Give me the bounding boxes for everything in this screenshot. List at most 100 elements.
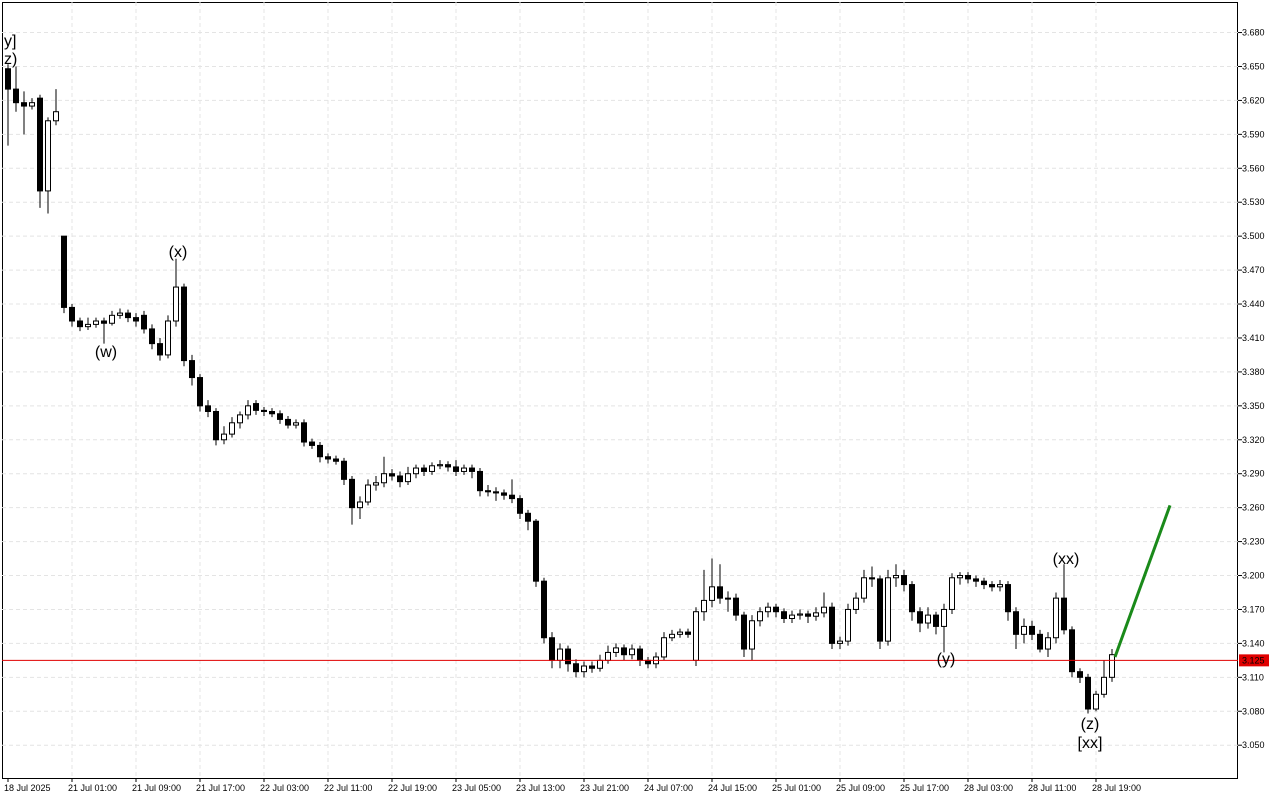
x-tick-label: 24 Jul 15:00 xyxy=(708,783,757,793)
y-tick-label: 3.110 xyxy=(1242,672,1264,682)
candle-body xyxy=(117,312,123,316)
candle-body xyxy=(1093,693,1099,710)
candle-body xyxy=(269,410,275,415)
x-tick-label: 23 Jul 13:00 xyxy=(516,783,565,793)
y-tick-label: 3.470 xyxy=(1242,265,1265,275)
y-tick-label: 3.440 xyxy=(1242,299,1265,309)
candle-body xyxy=(1005,584,1011,613)
x-tick-label: 25 Jul 01:00 xyxy=(772,783,821,793)
candle-body xyxy=(93,320,99,325)
candle-body xyxy=(645,659,651,665)
x-tick-label: 24 Jul 07:00 xyxy=(644,783,693,793)
x-tick-label: 25 Jul 17:00 xyxy=(900,783,949,793)
candle-body xyxy=(581,665,587,673)
candle-body xyxy=(541,580,547,639)
candle-body xyxy=(973,578,979,582)
x-tick-label: 22 Jul 03:00 xyxy=(260,783,309,793)
current-price-tag xyxy=(1239,654,1269,667)
current-price-label: 3.125 xyxy=(1242,655,1265,665)
x-tick-label: 21 Jul 17:00 xyxy=(196,783,245,793)
candle-body xyxy=(5,68,11,90)
candle-body xyxy=(445,464,451,468)
candle-body xyxy=(477,470,483,492)
candle-body xyxy=(85,323,91,328)
wave-label: (z) xyxy=(1081,716,1100,733)
x-tick-label: 25 Jul 09:00 xyxy=(836,783,885,793)
candle-body xyxy=(109,314,115,324)
candle-body xyxy=(1077,671,1083,678)
candle-body xyxy=(573,663,579,673)
candle-body xyxy=(813,612,819,617)
candle-body xyxy=(765,606,771,613)
x-tick-label: 22 Jul 19:00 xyxy=(388,783,437,793)
y-tick-label: 3.590 xyxy=(1242,129,1265,139)
candle-body xyxy=(1045,637,1051,650)
candle-body xyxy=(61,235,67,308)
candle-body xyxy=(613,647,619,653)
candle-body xyxy=(493,491,499,494)
x-tick-label: 22 Jul 11:00 xyxy=(324,783,372,793)
candle-body xyxy=(389,473,395,477)
candle-body xyxy=(333,458,339,462)
y-tick-label: 3.320 xyxy=(1242,435,1265,445)
candle-body xyxy=(789,614,795,620)
x-tick-label: 28 Jul 03:00 xyxy=(964,783,1013,793)
candle-body xyxy=(341,460,347,480)
candle-body xyxy=(1029,625,1035,635)
candle-body xyxy=(517,498,523,514)
candle-body xyxy=(37,97,43,192)
candle-body xyxy=(29,102,35,107)
candle-body xyxy=(757,611,763,622)
candle-body xyxy=(165,320,171,356)
y-tick-label: 3.050 xyxy=(1242,740,1265,750)
candle-body xyxy=(597,659,603,669)
candle-body xyxy=(237,414,243,424)
candle-body xyxy=(1021,625,1027,635)
y-tick-label: 3.620 xyxy=(1242,95,1265,105)
y-tick-label: 3.680 xyxy=(1242,28,1265,38)
candle-body xyxy=(293,422,299,426)
candle-body xyxy=(221,433,227,441)
x-tick-label: 21 Jul 01:00 xyxy=(68,783,117,793)
candle-body xyxy=(301,422,307,443)
candle-body xyxy=(933,614,939,627)
candle-body xyxy=(381,473,387,484)
candle-body xyxy=(941,608,947,627)
wave-label: (xx) xyxy=(1053,551,1080,568)
candle-body xyxy=(869,577,875,580)
y-tick-label: 3.350 xyxy=(1242,401,1265,411)
plot-frame xyxy=(2,2,1238,779)
candle-body xyxy=(197,377,203,407)
y-tick-label: 3.650 xyxy=(1242,61,1265,71)
candle-body xyxy=(685,631,691,635)
wave-label: [xx] xyxy=(1078,735,1103,752)
candle-body xyxy=(437,464,443,467)
candle-body xyxy=(69,306,75,322)
candle-body xyxy=(349,478,355,509)
candle-body xyxy=(133,317,139,322)
candle-body xyxy=(877,578,883,642)
candle-body xyxy=(405,473,411,483)
candle-body xyxy=(181,286,187,362)
candle-body xyxy=(461,467,467,472)
x-tick-label: 23 Jul 21:00 xyxy=(580,783,629,793)
y-tick-label: 3.260 xyxy=(1242,503,1265,513)
candle-body xyxy=(957,575,963,579)
y-tick-label: 3.380 xyxy=(1242,367,1265,377)
candle-body xyxy=(285,418,291,426)
candle-body xyxy=(397,475,403,483)
candle-body xyxy=(189,360,195,379)
x-tick-label: 23 Jul 05:00 xyxy=(452,783,501,793)
x-tick-label: 28 Jul 19:00 xyxy=(1092,783,1141,793)
candle-body xyxy=(549,637,555,661)
candle-body xyxy=(205,405,211,412)
wave-label: (y) xyxy=(937,651,956,668)
candle-body xyxy=(1037,633,1043,650)
wave-label: z) xyxy=(4,51,17,68)
candle-body xyxy=(501,492,507,496)
candle-body xyxy=(821,606,827,614)
candle-body xyxy=(997,584,1003,588)
x-tick-label: 21 Jul 09:00 xyxy=(132,783,181,793)
candle-body xyxy=(845,608,851,642)
candle-body xyxy=(1013,611,1019,635)
